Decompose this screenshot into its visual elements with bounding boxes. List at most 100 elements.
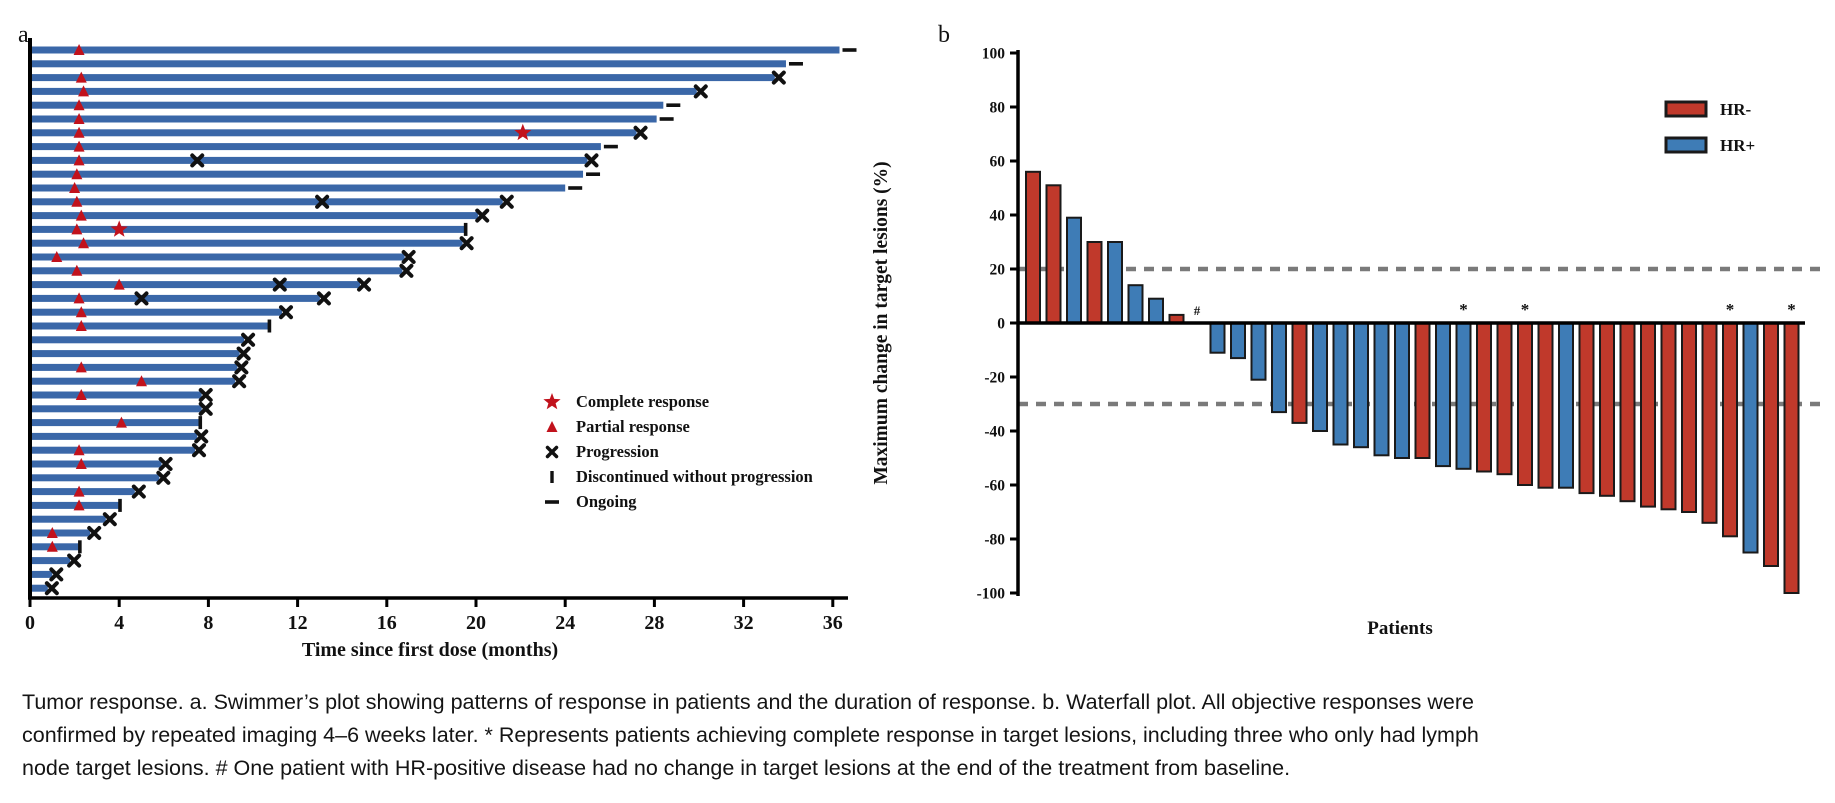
swimmer-bar: [30, 419, 200, 427]
figure-caption: Tumor response. a. Swimmer’s plot showin…: [22, 689, 1479, 780]
waterfall-bar: [1558, 322, 1574, 489]
waterfall-bar: [1148, 297, 1164, 325]
partial-response-marker: [46, 540, 58, 552]
progression-marker: [399, 263, 414, 278]
y-tick-label: -80: [984, 532, 1005, 549]
swimmer-bar: [30, 239, 463, 247]
waterfall-bar: [1025, 170, 1041, 324]
progression-marker: [475, 208, 490, 223]
swimmer-bar: [30, 267, 403, 275]
partial-response-marker: [69, 182, 81, 193]
partial-response-marker: [46, 527, 58, 538]
waterfall-bar: [1742, 322, 1759, 554]
y-tick-label: -60: [984, 478, 1005, 495]
waterfall-bar: [1414, 322, 1431, 459]
progression-marker: [771, 70, 786, 85]
partial-response-marker: [71, 168, 83, 180]
swimmer-plot: a 0 4 8 12 16 20 24 28 32 36 Time since first dose …: [18, 22, 857, 660]
x-tick-label: 4: [114, 612, 124, 634]
partial-response-marker: [73, 44, 85, 55]
x-tick-label: 36: [823, 612, 843, 634]
legend-swatch: [1664, 136, 1708, 154]
complete-response-annotation: *: [1726, 300, 1735, 319]
waterfall-bar: [1271, 322, 1287, 414]
partial-response-icon: [546, 421, 558, 432]
waterfall-bar: [1332, 322, 1349, 446]
partial-response-marker: [73, 292, 85, 304]
waterfall-bar: [1107, 241, 1123, 324]
swimmer-bar: [30, 184, 566, 192]
complete-response-annotation: *: [1787, 300, 1796, 319]
waterfall-bar: [1394, 322, 1410, 459]
swimmer-bar: [30, 529, 91, 537]
partial-response-marker: [73, 126, 85, 138]
waterfall-plot: b # * * * * 100 80 60 40 20 0 -20 -40 -60 -80 -100 Maximu…: [871, 22, 1822, 639]
progression-marker: [633, 125, 648, 140]
swimmer-bar: [30, 308, 282, 316]
x-tick-label: 32: [734, 612, 754, 634]
x-tick-label: 12: [288, 612, 308, 634]
discontinued-marker: [463, 222, 468, 236]
swimmer-bar: [30, 474, 160, 482]
waterfall-bar: [1578, 322, 1595, 495]
y-tick-label: -100: [977, 586, 1006, 603]
swimmer-bar: [30, 557, 71, 565]
partial-response-marker: [113, 278, 125, 290]
swimmer-bar: [30, 115, 657, 123]
x-tick-label: 0: [25, 612, 35, 634]
waterfall-bar: [1681, 322, 1697, 513]
swimmer-bar: [30, 60, 786, 68]
x-axis-title: Patients: [1367, 618, 1432, 639]
progression-marker: [693, 84, 708, 99]
swimmer-bar: [30, 225, 465, 233]
progression-marker: [198, 388, 213, 402]
partial-response-marker: [75, 71, 87, 83]
partial-response-marker: [75, 320, 87, 331]
waterfall-bar: [1496, 322, 1513, 476]
partial-response-marker: [73, 140, 85, 152]
swimmer-bar: [30, 322, 269, 330]
swimmer-bar: [30, 405, 202, 413]
swimmer-bar: [30, 294, 320, 302]
waterfall-bar: [1086, 241, 1103, 324]
partial-response-marker: [73, 154, 85, 166]
progression-marker: [232, 374, 247, 389]
swimmer-bar: [30, 198, 503, 206]
partial-response-marker: [75, 361, 87, 373]
waterfall-bar: [1312, 322, 1328, 432]
discontinued-marker: [267, 319, 272, 333]
swimmer-axes: 0 4 8 12 16 20 24 28 32 36 Time since first dose (…: [25, 38, 848, 660]
y-tick-label: 40: [990, 208, 1006, 225]
waterfall-bar: [1209, 322, 1226, 354]
swimmer-bar: [30, 432, 198, 440]
progression-marker: [158, 457, 173, 471]
waterfall-bar: [1599, 322, 1615, 497]
legend-item: Discontinued without progression: [550, 467, 813, 486]
swimmer-bar: [30, 336, 245, 344]
legend-label: Discontinued without progression: [576, 467, 813, 486]
progression-marker: [190, 153, 205, 168]
discontinued-marker: [118, 498, 122, 512]
waterfall-bar: [1373, 322, 1390, 457]
legend-item: Ongoing: [545, 492, 637, 511]
y-tick-label: 100: [982, 46, 1006, 63]
legend-item: Progression: [545, 442, 659, 461]
partial-response-marker: [75, 389, 87, 400]
y-tick-label: 20: [990, 262, 1006, 279]
progression-icon: [545, 445, 559, 459]
waterfall-bar: [1619, 322, 1636, 503]
legend-item: HR-: [1664, 100, 1752, 119]
progression-marker: [67, 553, 82, 568]
y-axis-title: Maximum change in target lesions (%): [871, 161, 892, 484]
progression-marker: [44, 581, 59, 596]
swimmer-bar: [30, 488, 135, 496]
waterfall-bar: [1517, 322, 1533, 486]
panel-b-label: b: [938, 22, 950, 48]
swimmer-bar: [30, 460, 162, 468]
progression-marker: [459, 236, 474, 251]
complete-response-marker: [110, 220, 128, 237]
swimmer-plot-area: [30, 44, 857, 596]
progression-marker: [357, 277, 372, 292]
progression-marker: [272, 277, 287, 292]
